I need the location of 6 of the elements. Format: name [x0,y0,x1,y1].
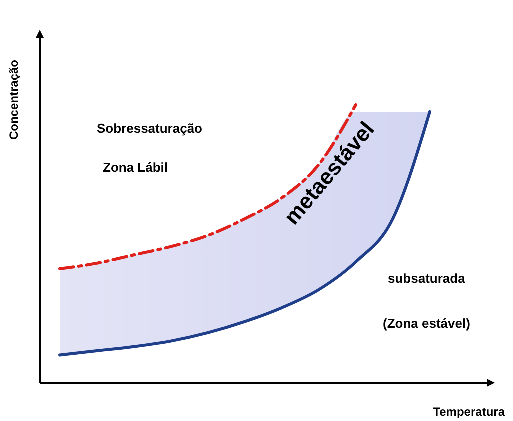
y-axis-title: Concentração [7,60,21,140]
annotation: Zona Lábil [103,160,168,175]
annotation: subsaturada [388,271,466,286]
annotation: (Zona estável) [383,316,470,331]
x-axis-title: Temperatura [433,405,506,419]
annotation: Sobressaturação [97,121,203,136]
